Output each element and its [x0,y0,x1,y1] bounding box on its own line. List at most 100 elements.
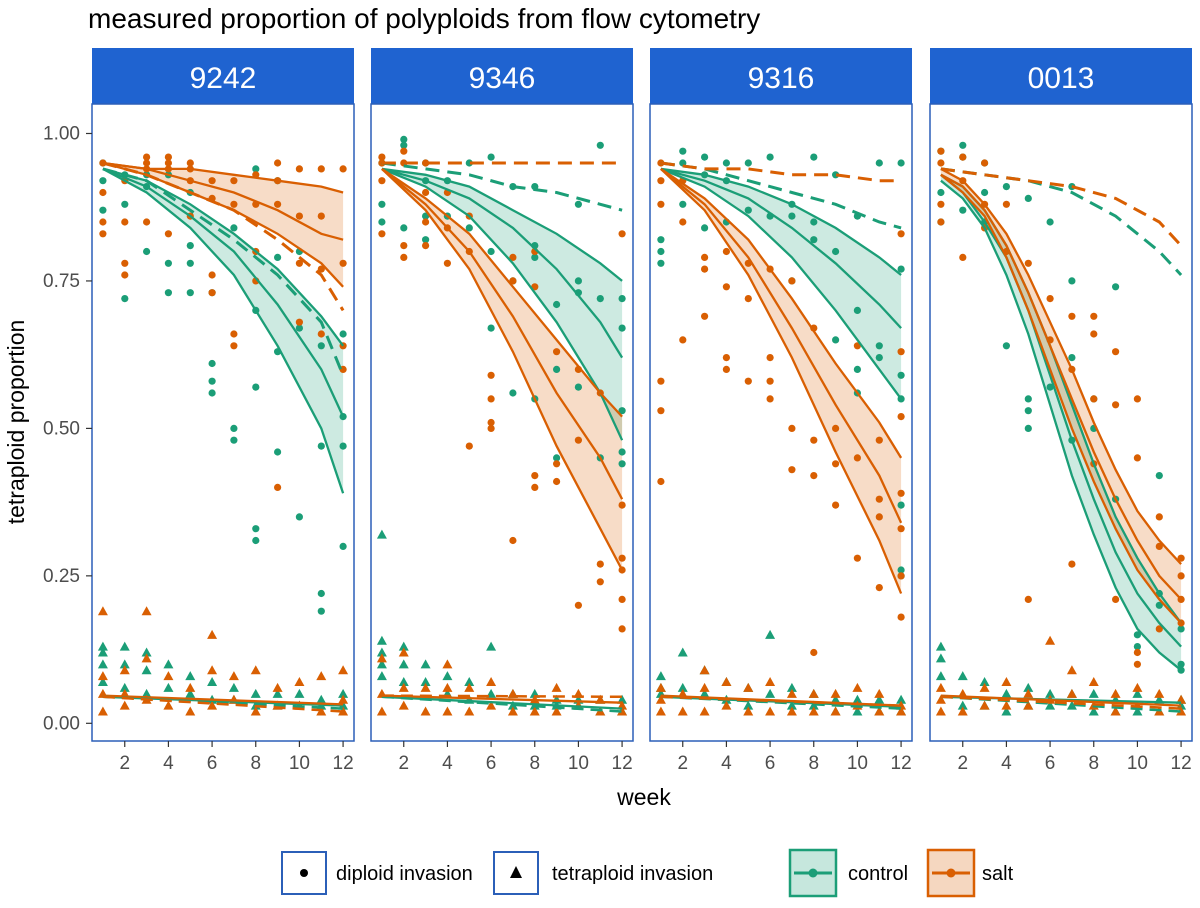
salt-diploid-point [875,436,883,444]
salt-diploid-point [722,365,731,373]
salt-tetraploid-point [163,671,174,681]
salt-diploid-point [959,253,967,261]
control-tetraploid-point [185,688,196,698]
salt-tetraploid-point [852,682,863,692]
control-diploid-point [252,383,260,391]
control-tetraploid-point [398,659,409,669]
x-tick-label: 12 [891,753,912,774]
salt-tetraploid-point [141,606,152,616]
control-diploid-point [1046,218,1054,226]
control-tetraploid-point [786,682,797,692]
salt-diploid-point [443,259,451,267]
control-dashed-fit-line [381,161,623,212]
y-axis-title: tetraploid proportion [3,320,29,525]
salt-tetraploid-point [119,665,130,675]
salt-tetraploid-point [830,688,841,698]
control-diploid-point [574,277,583,285]
control-tetraploid-point [852,706,863,716]
control-tetraploid-point [119,641,130,651]
salt-diploid-point [339,165,347,173]
salt-tetraploid-point [786,706,797,716]
salt-diploid-point [208,289,216,297]
control-tetraploid-point [97,647,108,657]
salt-diploid-point [208,271,216,279]
salt-tetraploid-point [808,706,819,716]
salt-diploid-point [487,371,495,379]
salt-diploid-point [897,348,905,356]
control-diploid-point [679,147,687,155]
control-tetraploid-point [765,629,776,639]
salt-diploid-point [937,218,945,226]
salt-diploid-point [1068,560,1076,568]
control-tetraploid-point [119,659,130,669]
x-tick-label: 4 [721,753,732,774]
salt-diploid-point [295,259,303,267]
y-tick-label: 1.00 [43,123,80,144]
salt-diploid-point [679,218,687,226]
salt-tetraploid-point [743,682,754,692]
control-diploid-point [339,442,347,450]
salt-tetraploid-point [874,688,885,698]
legend-circle-symbol [300,869,308,877]
x-tick-label: 8 [808,753,819,774]
salt-diploid-point [810,648,818,657]
control-fit-line-upper [381,167,623,282]
control-diploid-point [618,295,626,303]
control-diploid-point [810,236,818,244]
salt-diploid-point [1090,312,1098,320]
salt-diploid-point [274,159,282,167]
control-diploid-point [679,200,687,208]
salt-tetraploid-dashed-fit [381,694,623,699]
salt-tetraploid-dashed-fit [102,695,344,713]
control-diploid-point [339,330,347,338]
salt-tetraploid-point [765,706,776,716]
control-diploid-point [164,289,172,297]
control-tetraploid-point [935,671,946,681]
salt-fit-line-mid [660,168,903,524]
salt-diploid-point [1133,660,1141,668]
control-tetraploid-point [1045,688,1056,698]
salt-diploid-point [1155,542,1163,551]
control-tetraploid-dashed-fit [381,695,623,713]
salt-tetraploid-point [874,706,885,716]
salt-diploid-point [1090,395,1098,403]
salt-tetraploid-point [250,706,261,716]
salt-tetraploid-point [1088,677,1099,687]
control-diploid-point [897,159,905,167]
salt-tetraploid-point [808,688,819,698]
salt-fit-line-upper [660,167,903,459]
salt-tetraploid-point [529,706,540,716]
control-diploid-point [657,259,665,267]
control-diploid-point [959,141,967,149]
salt-fit-line-mid [940,173,1182,601]
salt-diploid-point [722,354,731,362]
salt-diploid-point [657,407,665,415]
control-fit-line-mid [102,167,345,418]
salt-diploid-point [1068,312,1076,320]
y-tick-label: 0.75 [43,271,80,292]
salt-diploid-point [143,218,151,226]
control-diploid-point [252,165,260,173]
x-tick-label: 6 [765,753,776,774]
salt-diploid-point [295,165,303,173]
salt-diploid-point [1046,295,1054,303]
panels-layer: 9242 2 4 6 8 10 12 0.00 0.25 0.50 0.75 1.00 9346 2 4 6 8… [43,48,1193,774]
control-fit-line-lower [940,179,1182,672]
control-diploid-point [574,200,583,208]
legend: diploid invasion tetraploid invasion contr… [281,848,1014,898]
control-diploid-point [1177,660,1185,668]
salt-diploid-point [574,436,583,444]
control-diploid-point [596,295,604,303]
salt-tetraploid-point [743,706,754,716]
control-diploid-point [1155,472,1163,480]
control-dashed-fit-line [102,167,345,376]
control-diploid-point [400,135,408,143]
salt-tetraploid-point [376,706,387,716]
control-diploid-point [252,536,260,545]
salt-diploid-point [274,200,282,208]
control-tetraploid-point [1045,700,1056,710]
control-tetraploid-point [141,665,152,675]
control-diploid-point [832,247,840,256]
salt-tetraploid-point [272,682,283,692]
control-tetraploid-point [677,682,688,692]
